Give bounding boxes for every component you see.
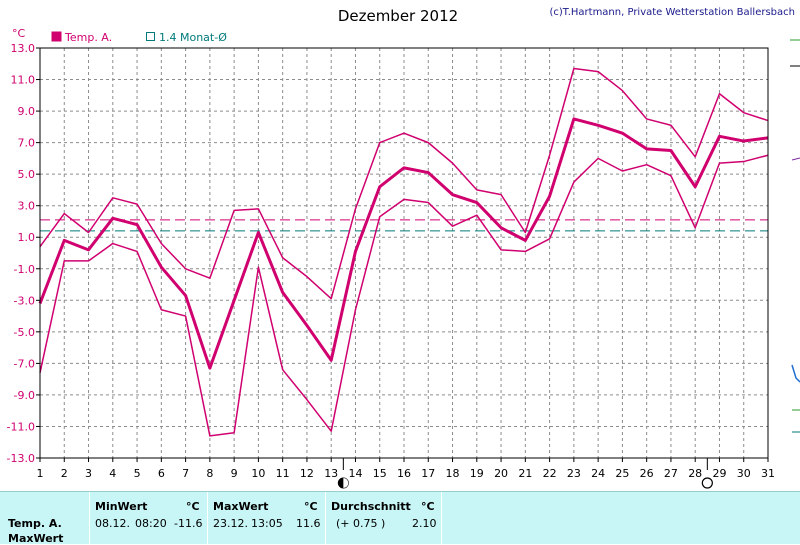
x-tick-label: 16: [397, 467, 411, 480]
avg-diff: (+ 0.75 ): [336, 517, 386, 530]
y-tick-label: -13.0: [7, 452, 35, 465]
stats-divider: [89, 492, 90, 544]
y-tick-label: 7.0: [18, 137, 36, 150]
legend-label-monthly-avg: 1.4 Monat-Ø: [159, 31, 227, 44]
x-tick-label: 23: [567, 467, 581, 480]
max-header: MaxWert: [213, 500, 269, 513]
x-tick-label: 14: [348, 467, 362, 480]
x-tick-label: 6: [158, 467, 165, 480]
x-tick-label: 19: [470, 467, 484, 480]
y-tick-label: 9.0: [18, 105, 36, 118]
x-tick-label: 13: [324, 467, 338, 480]
max-unit: °C: [304, 500, 318, 513]
legend-marker-temp: [51, 31, 62, 42]
copyright-notice: (c)T.Hartmann, Private Wetterstation Bal…: [549, 7, 795, 18]
series-line-1: [39, 67, 769, 300]
series-line-2: [38, 117, 769, 370]
legend-marker-monthly-avg: [146, 32, 155, 41]
y-tick-label: -7.0: [14, 357, 35, 370]
y-tick-label: 13.0: [11, 42, 36, 55]
full-moon-icon: [701, 477, 713, 489]
avg-unit: °C: [421, 500, 435, 513]
y-tick-label: 11.0: [11, 74, 36, 87]
x-tick-label: 18: [446, 467, 460, 480]
x-tick-label: 17: [421, 467, 435, 480]
x-tick-label: 4: [109, 467, 116, 480]
x-tick-label: 10: [251, 467, 265, 480]
stats-panel: Temp. A. MaxWert MinWert °C 08.12. 08:20…: [0, 491, 800, 545]
x-tick-label: 31: [761, 467, 775, 480]
x-tick-label: 8: [206, 467, 213, 480]
stats-divider: [441, 492, 442, 544]
max-value: 11.6: [296, 517, 321, 530]
x-tick-label: 25: [615, 467, 629, 480]
y-tick-label: -9.0: [14, 389, 35, 402]
x-tick-label: 3: [85, 467, 92, 480]
x-tick-label: 22: [543, 467, 557, 480]
plot-area: [38, 48, 769, 458]
x-tick-label: 28: [688, 467, 702, 480]
chart-title: Dezember 2012: [338, 7, 458, 25]
stats-row-label: Temp. A.: [8, 517, 62, 530]
axes: 13.0 11.0 9.0 7.0 5.0 3.0 1.0 -1.0 -3.0 -5.0 -7.0 -…: [7, 42, 775, 489]
new-moon-icon-highlight: [343, 478, 349, 488]
x-tick-label: 7: [182, 467, 189, 480]
y-axis-unit-label: °C: [12, 27, 26, 40]
min-header: MinWert: [95, 500, 148, 513]
y-tick-label: -3.0: [14, 294, 35, 307]
x-tick-label: 20: [494, 467, 508, 480]
y-tick-label: -1.0: [14, 263, 35, 276]
x-tick-label: 2: [61, 467, 68, 480]
y-tick-label: -11.0: [7, 420, 35, 433]
min-time: 08:20: [135, 517, 167, 530]
x-tick-label: 5: [134, 467, 141, 480]
x-tick-label: 11: [276, 467, 290, 480]
x-tick-label: 27: [664, 467, 678, 480]
series-line-3: [39, 154, 769, 437]
right-edge-decorations: [790, 39, 800, 433]
right-edge-tick: [791, 157, 800, 161]
x-tick-label: 21: [518, 467, 532, 480]
x-tick-label: 12: [300, 467, 314, 480]
y-tick-label: 1.0: [18, 231, 36, 244]
y-tick-label: -5.0: [14, 326, 35, 339]
min-unit: °C: [186, 500, 200, 513]
stats-divider: [325, 492, 326, 544]
x-tick-label: 15: [373, 467, 387, 480]
y-tick-label: 3.0: [18, 200, 36, 213]
legend-label-temp: Temp. A.: [64, 31, 112, 44]
legend: Temp. A. 1.4 Monat-Ø: [51, 31, 227, 44]
temperature-chart: Dezember 2012 (c)T.Hartmann, Private Wet…: [7, 7, 800, 489]
min-date: 08.12.: [95, 517, 130, 530]
x-tick-label: 24: [591, 467, 605, 480]
avg-header: Durchschnitt: [331, 500, 411, 513]
max-time: 13:05: [251, 517, 283, 530]
min-value: -11.6: [174, 517, 203, 530]
x-tick-label: 26: [640, 467, 654, 480]
x-tick-label: 1: [37, 467, 44, 480]
avg-value: 2.10: [412, 517, 437, 530]
y-tick-label: 5.0: [18, 168, 36, 181]
x-tick-label: 9: [231, 467, 238, 480]
max-date: 23.12.: [213, 517, 248, 530]
right-edge-trace: [791, 364, 800, 383]
stats-divider: [207, 492, 208, 544]
stats-row-label-2: MaxWert: [8, 532, 64, 545]
x-tick-label: 30: [737, 467, 751, 480]
x-tick-label: 29: [712, 467, 726, 480]
